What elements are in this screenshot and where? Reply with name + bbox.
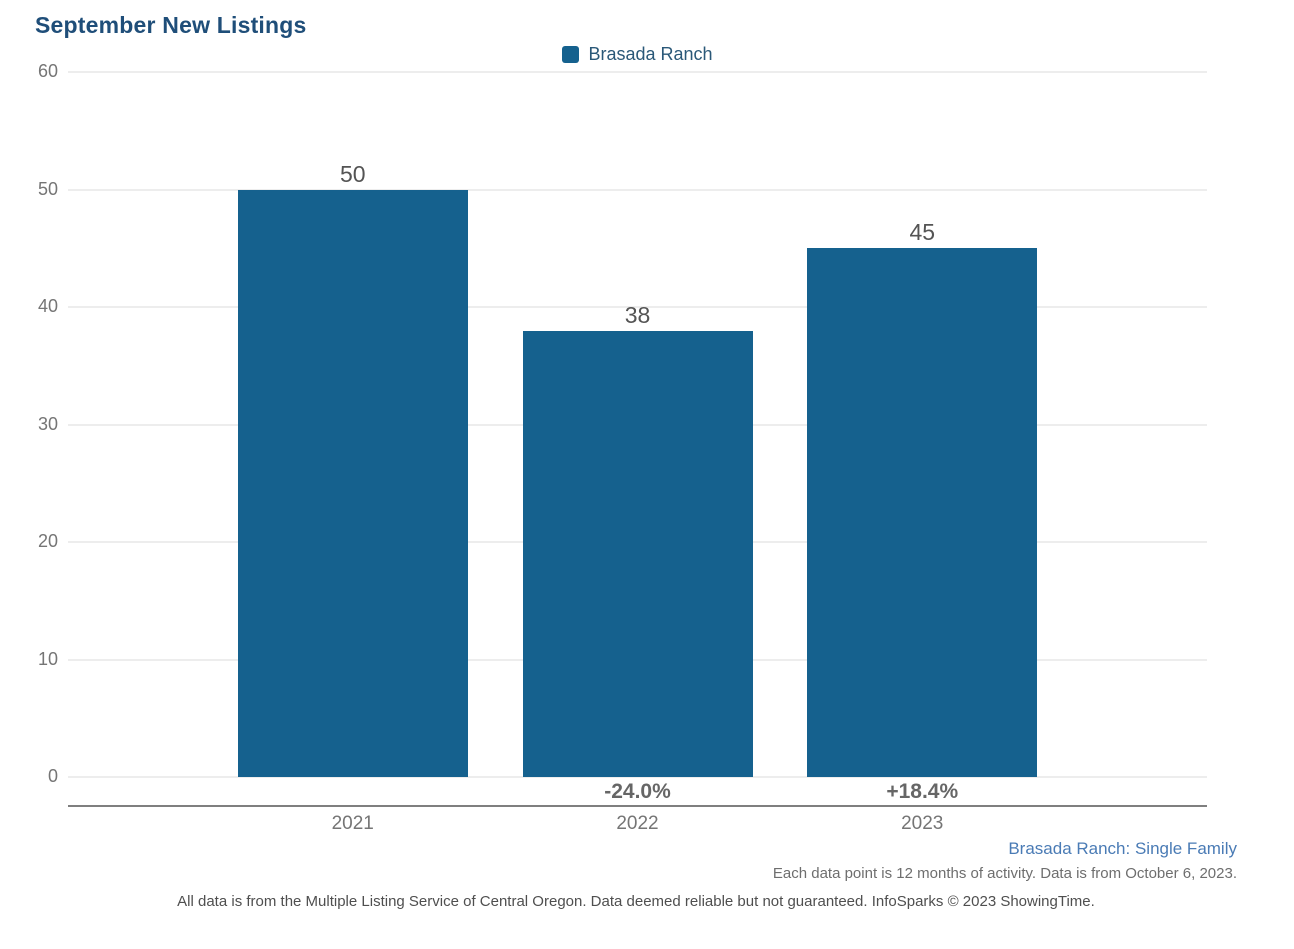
gridline-y0 xyxy=(68,776,1207,778)
bar-value-label-2022: 38 xyxy=(624,301,651,328)
bar-2021[interactable] xyxy=(237,189,468,777)
y-axis-tick-label-40: 40 xyxy=(37,296,58,316)
plot-area xyxy=(68,71,1207,778)
legend-label: Brasada Ranch xyxy=(588,44,713,64)
chart-title: September New Listings xyxy=(35,12,307,38)
y-axis-tick-label-60: 60 xyxy=(37,61,58,81)
gridline-y40 xyxy=(68,306,1207,308)
bar-2023[interactable] xyxy=(807,248,1038,777)
bar-2022[interactable] xyxy=(522,330,753,777)
x-axis-label-2021: 2021 xyxy=(331,813,374,834)
y-axis-tick-label-0: 0 xyxy=(47,766,58,786)
y-axis-tick-label-30: 30 xyxy=(37,413,58,434)
pct-change-label-2022: -24.0% xyxy=(604,780,671,803)
bar-value-label-2023: 45 xyxy=(909,219,936,246)
x-axis-line xyxy=(68,805,1207,807)
y-axis-tick-label-10: 10 xyxy=(37,648,58,669)
series-note: Brasada Ranch: Single Family xyxy=(1008,839,1237,858)
legend[interactable]: Brasada Ranch xyxy=(68,44,1207,65)
x-axis-label-2022: 2022 xyxy=(616,813,659,834)
gridline-y60 xyxy=(68,71,1207,73)
pct-change-label-2023: +18.4% xyxy=(886,780,959,803)
disclaimer: All data is from the Multiple Listing Se… xyxy=(177,893,1095,910)
y-axis-tick-label-50: 50 xyxy=(37,178,58,199)
y-axis-tick-label-20: 20 xyxy=(37,531,58,551)
bar-value-label-2021: 50 xyxy=(339,160,366,187)
x-axis-label-2023: 2023 xyxy=(901,813,944,834)
gridline-y50 xyxy=(68,188,1207,191)
legend-swatch-icon xyxy=(562,46,580,63)
data-note: Each data point is 12 months of activity… xyxy=(772,865,1237,882)
